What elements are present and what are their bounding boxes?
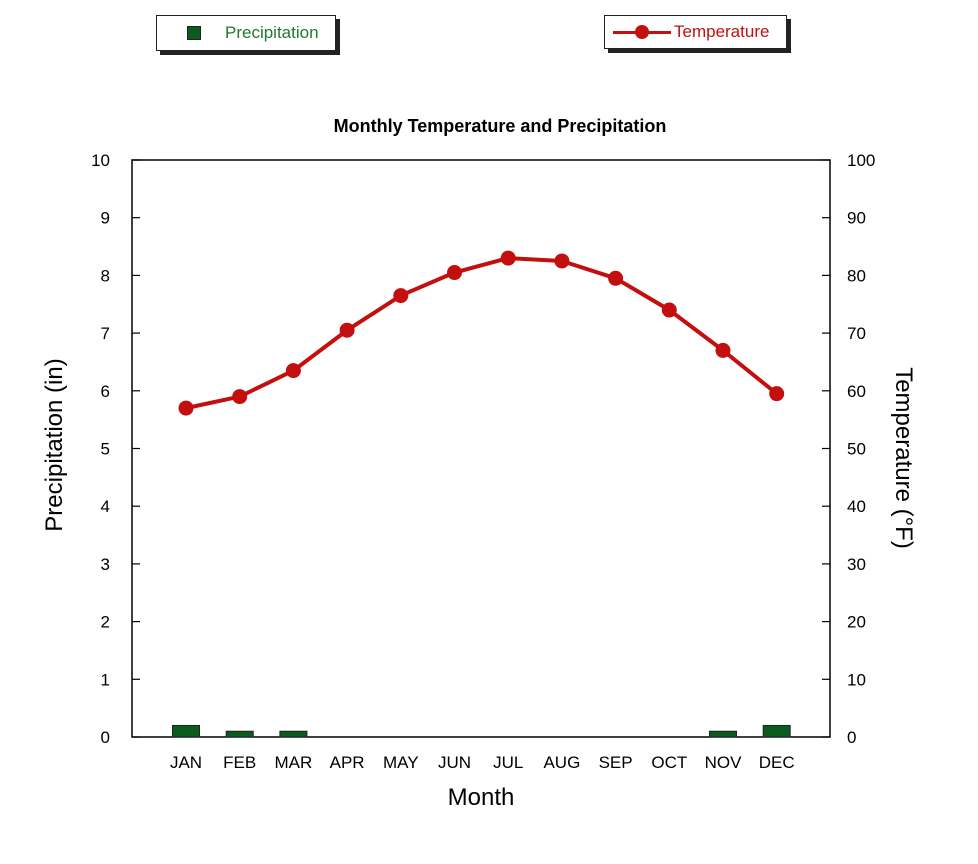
temperature-point <box>661 302 677 318</box>
temperature-line <box>185 256 778 411</box>
precipitation-bar <box>279 730 308 738</box>
temperature-point <box>500 250 516 266</box>
x-category-label: DEC <box>759 753 795 772</box>
temperature-point <box>232 389 248 405</box>
y-right-tick-label: 30 <box>847 555 866 574</box>
precipitation-bar <box>709 730 737 738</box>
temperature-point <box>393 288 409 304</box>
plot-frame <box>131 159 831 738</box>
y-left-tick-label: 5 <box>101 440 110 459</box>
x-category-label: MAR <box>275 753 313 772</box>
temperature-point <box>339 322 355 338</box>
chart-title: Monthly Temperature and Precipitation <box>334 116 667 136</box>
temperature-point <box>285 363 301 379</box>
y-right-tick-label: 60 <box>847 382 866 401</box>
precipitation-bar <box>225 730 254 738</box>
y-right-tick-label: 70 <box>847 324 866 343</box>
temperature-point <box>447 265 462 281</box>
temperature-line-swatch-icon <box>613 25 671 39</box>
y-left-tick-label: 9 <box>101 209 110 228</box>
precipitation-swatch-icon <box>187 26 201 40</box>
x-category-label: APR <box>330 753 365 772</box>
x-category-label: SEP <box>599 753 633 772</box>
y-right-tick-label: 50 <box>847 440 866 459</box>
y-left-tick-label: 3 <box>101 555 110 574</box>
x-category-label: MAY <box>383 753 419 772</box>
legend-precipitation: Precipitation <box>156 15 336 51</box>
y-axis-left-label: Precipitation (in) <box>41 358 68 531</box>
x-category-label: OCT <box>651 753 687 772</box>
y-right-tick-label: 20 <box>847 613 866 632</box>
y-left-tick-label: 0 <box>101 728 110 747</box>
x-category-label: NOV <box>705 753 743 772</box>
y-right-tick-label: 80 <box>847 266 866 285</box>
y-left-tick-label: 7 <box>101 324 110 343</box>
y-right-tick-label: 90 <box>847 209 866 228</box>
x-category-label: FEB <box>223 753 256 772</box>
y-left-tick-label: 1 <box>101 670 110 689</box>
x-category-label: JUL <box>493 753 523 772</box>
y-left-tick-label: 4 <box>101 497 110 516</box>
x-axis-label: Month <box>448 784 515 811</box>
legend-temperature-label: Temperature <box>674 22 770 41</box>
y-left-tick-label: 8 <box>101 266 110 285</box>
temperature-point <box>715 342 731 358</box>
y-left-tick-label: 10 <box>91 151 110 170</box>
legend-temperature: Temperature <box>604 15 787 49</box>
temperature-point <box>554 253 570 269</box>
y-right-tick-label: 100 <box>847 151 875 170</box>
y-left-tick-label: 2 <box>101 613 110 632</box>
temperature-point <box>608 270 624 286</box>
temperature-point <box>769 386 785 402</box>
precipitation-bar <box>172 724 200 738</box>
y-right-tick-label: 0 <box>847 728 856 747</box>
y-left-tick-label: 6 <box>101 382 110 401</box>
x-category-label: JAN <box>170 753 202 772</box>
precipitation-bar <box>762 724 791 738</box>
y-axis-right-label: Temperature (°F) <box>890 367 917 549</box>
x-category-label: JUN <box>438 753 471 772</box>
x-category-label: AUG <box>543 753 580 772</box>
y-right-tick-label: 10 <box>847 670 866 689</box>
temperature-point <box>178 400 194 416</box>
legend-precipitation-label: Precipitation <box>225 23 319 42</box>
y-right-tick-label: 40 <box>847 497 866 516</box>
